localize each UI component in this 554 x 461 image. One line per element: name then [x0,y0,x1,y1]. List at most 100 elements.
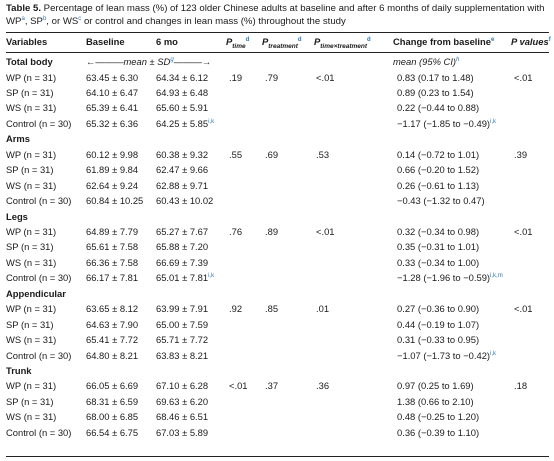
p-treatment-cell: .89 [265,225,279,237]
variable-cell: SP (n = 31) [6,395,54,407]
change-cell: 0.26 (−0.61 to 1.13) [397,179,480,191]
caption-footnote-a: a [21,15,25,22]
table-caption: Table 5. Percentage of lean mass (%) of … [6,3,550,28]
variable-cell: SP (n = 31) [6,164,54,176]
variable-cell: WS (n = 31) [6,334,57,346]
change-cell: 0.14 (−0.72 to 1.01) [397,148,480,160]
section-label: Trunk [6,365,32,376]
six-mo-cell: 67.03 ± 5.89 [156,426,209,438]
table-row: SP (n = 31) 64.10 ± 6.47 64.93 ± 6.48 0.89 … [0,85,554,100]
p-time-cell: .76 [229,225,243,237]
table-row: WS (n = 31) 65.41 ± 7.72 65.71 ± 7.72 0.31 … [0,332,554,347]
header-p-treatment: Ptreatmentd [262,36,302,50]
change-cell: 0.66 (−0.20 to 1.52) [397,164,480,176]
change-cell: 0.97 (0.25 to 1.69) [397,380,474,392]
header-6mo: 6 mo [156,36,178,47]
change-cell: −0.43 (−1.32 to 0.47) [397,195,485,206]
change-cell: 0.89 (0.23 to 1.54) [397,86,474,98]
header-change: Change from baselinee [393,36,495,47]
baseline-cell: 62.64 ± 9.24 [86,179,139,191]
variable-cell: Control (n = 30) [6,117,72,129]
variable-cell: SP (n = 31) [6,86,54,98]
p-values-cell: <.01 [514,71,533,83]
variable-cell: Control (n = 30) [6,195,72,206]
baseline-cell: 66.05 ± 6.69 [86,380,139,392]
variable-cell: WP (n = 31) [6,303,57,315]
variable-cell: SP (n = 31) [6,318,54,330]
p-values-cell: .39 [514,148,528,160]
table-row: Control (n = 30) 64.80 ± 8.21 63.83 ± 8.21… [0,348,554,363]
variable-cell: WS (n = 31) [6,179,57,191]
change-cell: 0.33 (−0.34 to 1.00) [397,256,480,268]
header-p-time: Ptimed [226,36,250,50]
six-mo-cell: 67.10 ± 6.28 [156,380,209,392]
section-header-row: Legs [0,209,554,224]
table-row: WS (n = 31) 68.00 ± 6.85 68.46 ± 6.51 0.48 … [0,409,554,424]
variable-cell: WS (n = 31) [6,102,57,114]
table-row: WP (n = 31) 60.12 ± 9.98 60.38 ± 9.32 .55 .6… [0,147,554,162]
variable-cell: Control (n = 30) [6,426,72,438]
caption-footnote-c: c [78,15,82,22]
section-label: Arms [6,133,30,145]
caption-text-3: , or WS [46,15,79,27]
six-mo-cell: 62.47 ± 9.66 [156,164,209,176]
six-mo-cell: 65.60 ± 5.91 [156,102,209,114]
p-treatment-cell: .69 [265,148,279,160]
six-mo-cell: 65.00 ± 7.59 [156,318,209,330]
change-cell: 0.44 (−0.19 to 1.07) [397,318,480,330]
baseline-cell: 66.17 ± 7.81 [86,272,139,284]
p-values-cell: <.01 [514,225,533,237]
change-cell: 0.83 (0.17 to 1.48) [397,71,474,83]
variable-cell: Control (n = 30) [6,349,72,361]
table-label: Table 5. [6,3,42,14]
header-rule [6,52,549,53]
change-cell: 0.22 (−0.44 to 0.88) [397,102,480,114]
mean-sd-label: ←———mean ± SDg———→ [86,56,212,67]
variable-cell: WS (n = 31) [6,256,57,268]
p-values-cell: <.01 [514,303,533,315]
baseline-cell: 66.54 ± 6.75 [86,426,139,438]
baseline-cell: 63.65 ± 8.12 [86,303,139,315]
header-p-values: P valuesf [511,36,551,47]
baseline-cell: 63.45 ± 6.30 [86,71,139,83]
table-row: WP (n = 31) 63.45 ± 6.30 64.34 ± 6.12 .19 .7… [0,70,554,85]
p-treatment-cell: .37 [265,380,279,392]
variable-cell: SP (n = 31) [6,241,54,253]
p-treatment-cell: .85 [265,303,279,315]
section-label: Total body [6,56,53,67]
table-row: WP (n = 31) 64.89 ± 7.79 65.27 ± 7.67 .76 .8… [0,224,554,239]
six-mo-cell: 62.88 ± 9.71 [156,179,209,191]
p-time-cell: .92 [229,303,243,315]
variable-cell: WP (n = 31) [6,71,57,83]
six-mo-cell: 63.99 ± 7.91 [156,303,209,315]
baseline-cell: 68.00 ± 6.85 [86,411,139,423]
baseline-cell: 64.10 ± 6.47 [86,86,139,98]
section-label: Appendicular [6,287,66,299]
variable-cell: WP (n = 31) [6,380,57,392]
header-variables: Variables [6,36,48,47]
section-header-row: Appendicular [0,286,554,301]
change-cell: 1.38 (0.66 to 2.10) [397,395,474,407]
table-row: Control (n = 30) 66.54 ± 6.75 67.03 ± 5.89… [0,425,554,440]
caption-text-1: Percentage of lean mass (%) of 123 older… [6,3,545,27]
change-cell: −1.28 (−1.96 to −0.59)i,k,m [397,272,503,284]
table-row: Control (n = 30) 60.84 ± 10.25 60.43 ± 10.… [0,193,554,208]
p-interaction-cell: <.01 [316,71,335,83]
table-row: Control (n = 30) 66.17 ± 7.81 65.01 ± 7.81… [0,270,554,285]
table-row: WS (n = 31) 65.39 ± 6.41 65.60 ± 5.91 0.22 … [0,100,554,115]
baseline-cell: 60.12 ± 9.98 [86,148,139,160]
mean-ci-label: mean (95% CI)h [393,56,460,67]
change-cell: 0.31 (−0.33 to 0.95) [397,334,480,346]
header-p-interaction: Ptime×treatmentd [314,36,371,50]
baseline-cell: 65.61 ± 7.58 [86,241,139,253]
baseline-cell: 65.32 ± 6.36 [86,117,139,129]
header-baseline: Baseline [86,36,125,47]
change-cell: 0.36 (−0.39 to 1.10) [397,426,480,438]
p-time-cell: .19 [229,71,243,83]
six-mo-cell: 69.63 ± 6.20 [156,395,209,407]
variable-cell: WP (n = 31) [6,225,57,237]
six-mo-cell: 65.27 ± 7.67 [156,225,209,237]
baseline-cell: 64.63 ± 7.90 [86,318,139,330]
section-header-row: Arms [0,131,554,146]
table-row: WS (n = 31) 62.64 ± 9.24 62.88 ± 9.71 0.26 … [0,178,554,193]
